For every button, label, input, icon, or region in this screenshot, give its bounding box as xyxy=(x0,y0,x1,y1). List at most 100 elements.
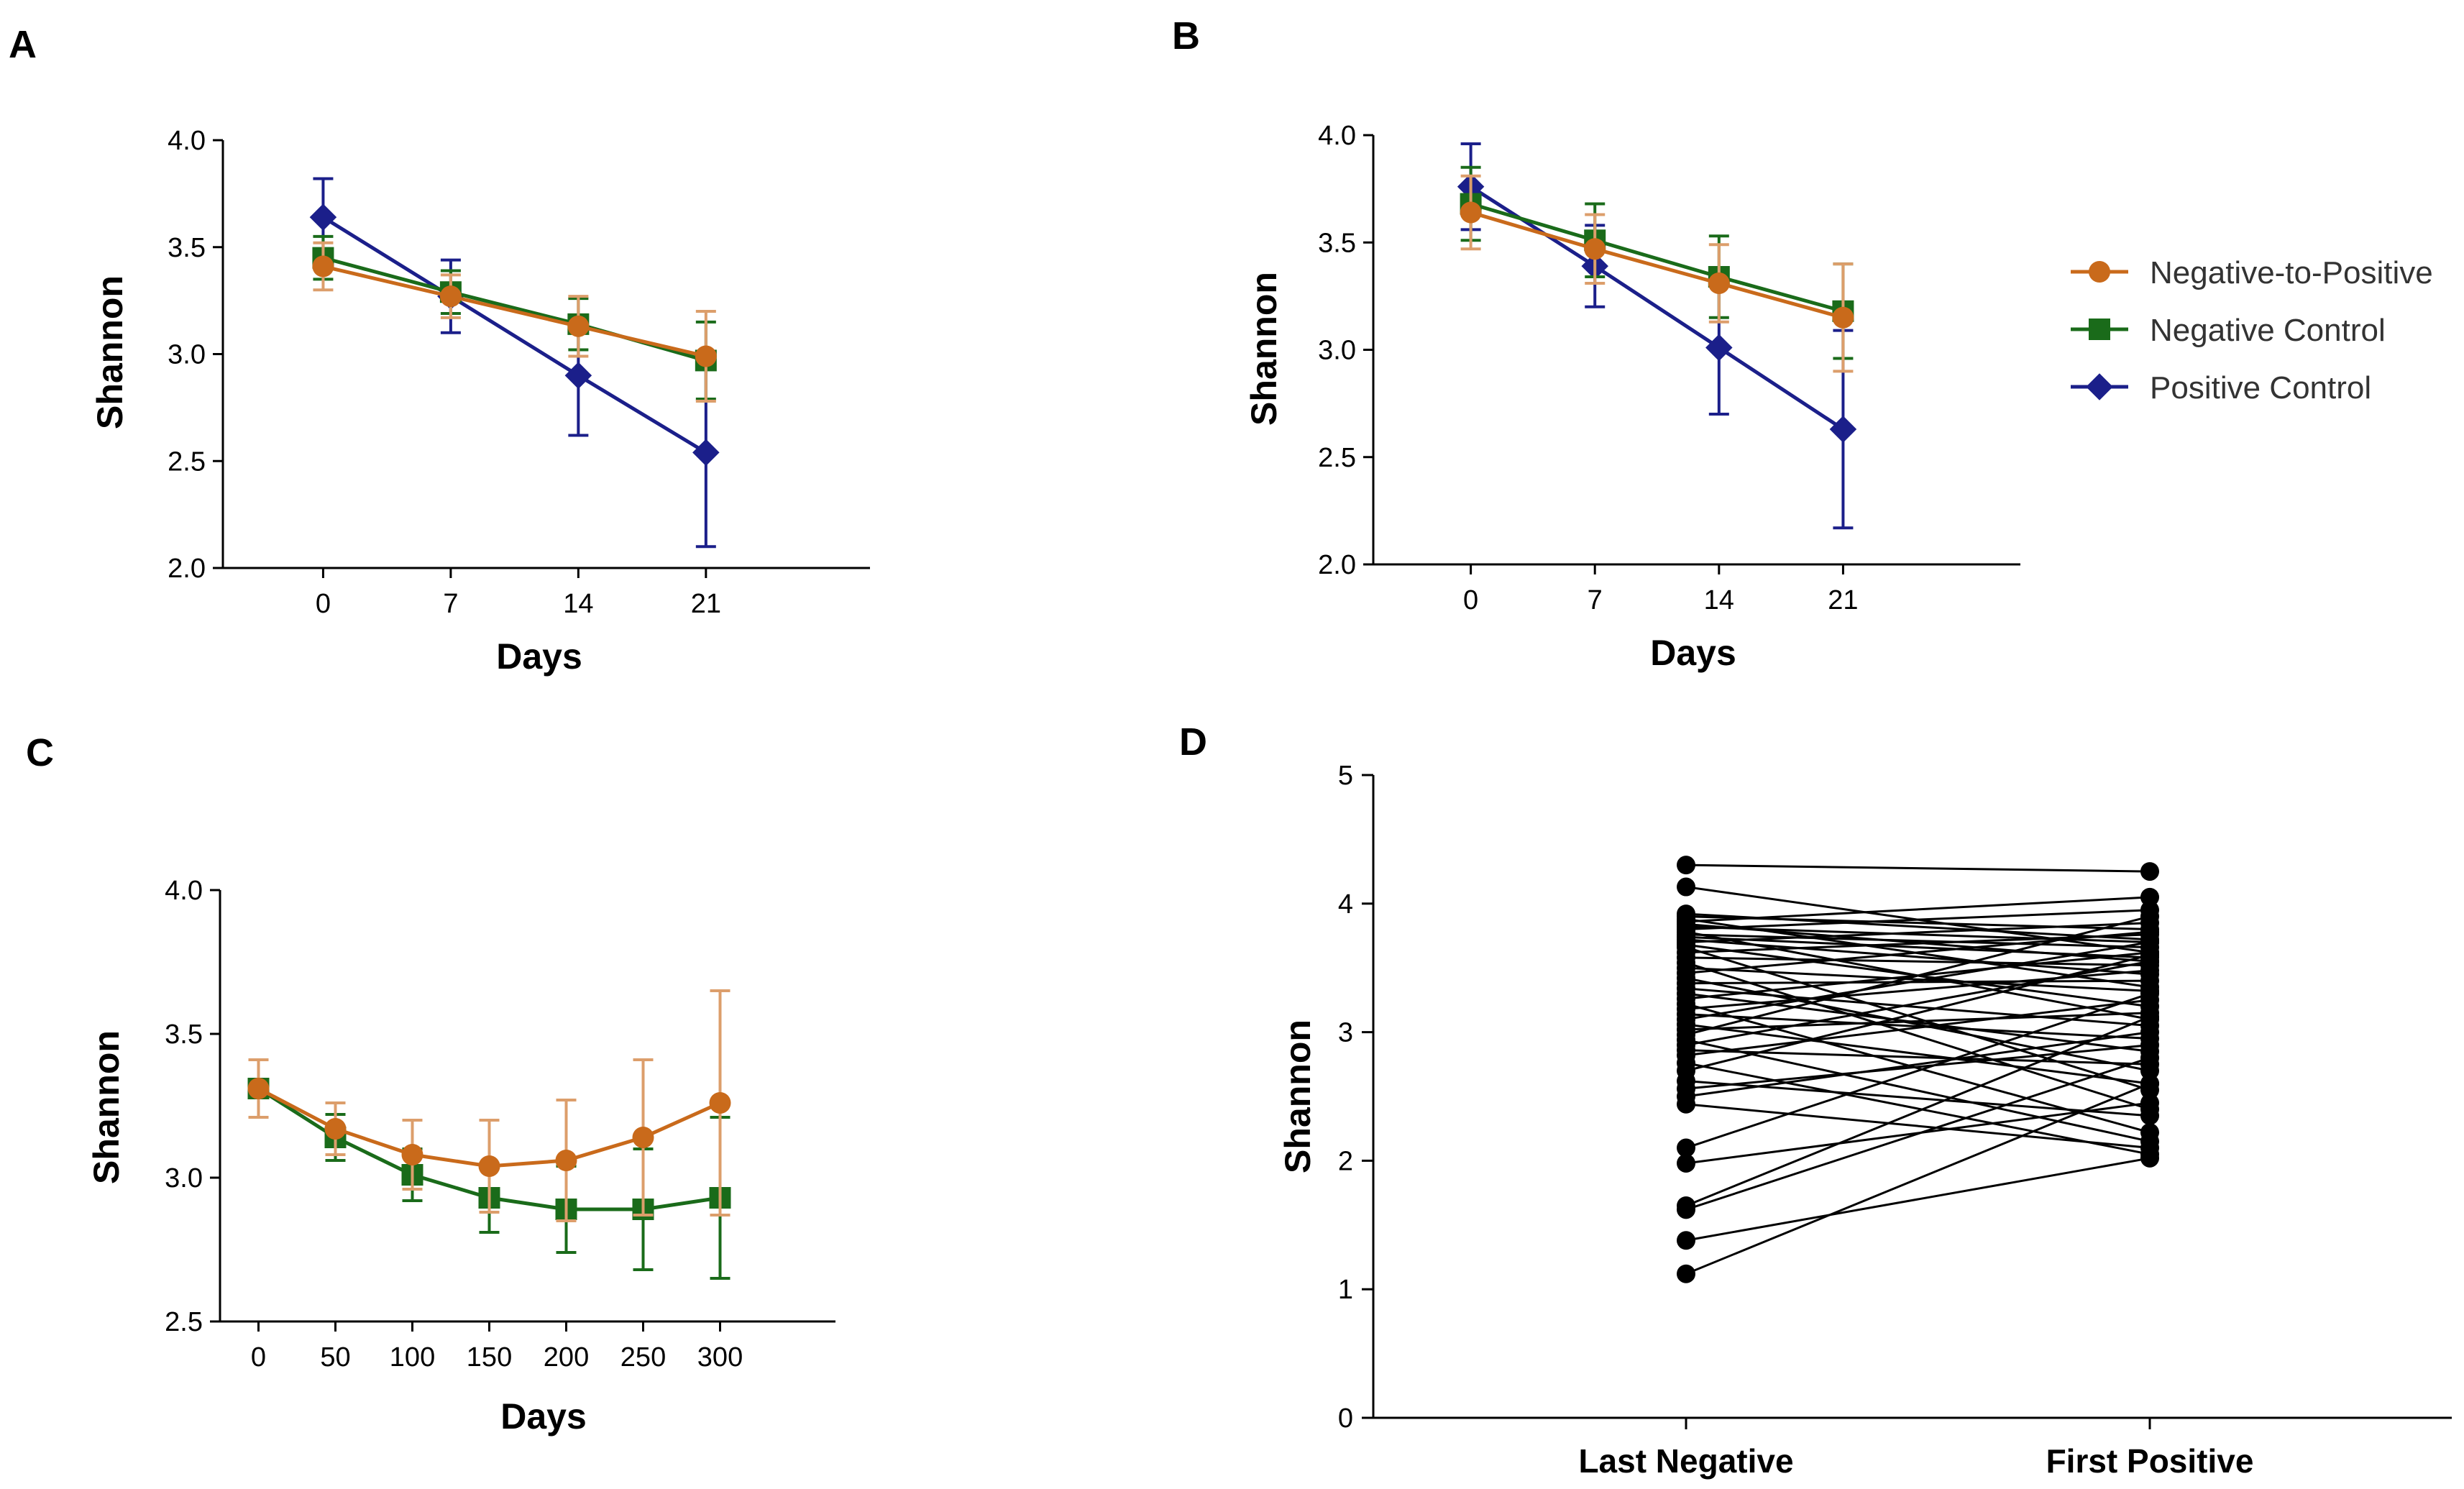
data-point xyxy=(2140,907,2159,926)
y-tick-label: 0 xyxy=(1338,1403,1353,1434)
pair-line xyxy=(1685,1062,2151,1155)
panel-D: D 0 1 2 3 4 5 Last Negative First Positive Shanno… xyxy=(1179,720,2452,1480)
pair-points xyxy=(1677,856,2159,1283)
pair-line xyxy=(1685,953,2151,1072)
x-tick-label: 200 xyxy=(544,1342,589,1373)
data-point xyxy=(2140,984,2159,1003)
panel-label-B: B xyxy=(1172,14,1200,58)
y-tick-label: 2.5 xyxy=(1318,443,1356,473)
data-point xyxy=(1677,1264,1695,1283)
pair-line xyxy=(1685,909,2151,931)
panel-label-C: C xyxy=(26,731,54,774)
data-point xyxy=(2140,1007,2159,1027)
data-point xyxy=(1677,877,1695,897)
x-tick-label: 0 xyxy=(316,589,331,619)
x-tick-label: 0 xyxy=(251,1342,266,1373)
data-point xyxy=(247,1078,270,1099)
data-point xyxy=(2140,945,2159,965)
legend-marker xyxy=(2086,373,2113,400)
pair-line xyxy=(1685,1015,2151,1207)
data-point xyxy=(1584,238,1606,260)
data-point xyxy=(1677,1200,1695,1219)
pair-line xyxy=(1685,1023,2151,1085)
x-tick-label: 100 xyxy=(390,1342,435,1373)
x-tick-label: 14 xyxy=(1704,585,1734,615)
data-point xyxy=(2140,933,2159,952)
series-negative-control xyxy=(312,234,717,400)
y-tick-label: 3 xyxy=(1338,1018,1353,1048)
data-point xyxy=(2140,1022,2159,1042)
x-tick-label: 150 xyxy=(467,1342,512,1373)
data-point xyxy=(1677,1231,1695,1250)
panel-C: C 2.5 3.0 3.5 4.0 0 50 100 150 200 250 300 Days Shann… xyxy=(26,731,835,1437)
x-tick-label: 21 xyxy=(691,589,721,619)
panel-label-A: A xyxy=(9,23,37,66)
data-point xyxy=(2140,887,2159,907)
pair-line xyxy=(1685,1013,2151,1040)
x-tick-label: 50 xyxy=(320,1342,350,1373)
legend-label: Negative-to-Positive xyxy=(2150,255,2433,290)
pair-line xyxy=(1685,1157,2151,1242)
data-point xyxy=(2140,1148,2159,1168)
series-negative-to-positive xyxy=(1460,174,1854,373)
y-axis-title: Shannon xyxy=(90,275,130,429)
pair-line xyxy=(1685,992,2151,1149)
data-point xyxy=(478,1155,500,1177)
pair-line xyxy=(1685,922,2151,943)
pair-line xyxy=(1685,969,2151,1010)
y-axis-title: Shannon xyxy=(1278,1020,1318,1173)
pair-line xyxy=(1685,863,2151,873)
pair-lines xyxy=(1685,863,2151,1275)
data-point xyxy=(2140,1074,2159,1094)
y-tick-label: 2 xyxy=(1338,1146,1353,1176)
y-tick-label: 3.0 xyxy=(1318,336,1356,366)
y-tick-label: 2.0 xyxy=(168,554,206,584)
x-tick-label: 300 xyxy=(697,1342,743,1373)
series-positive-control xyxy=(309,177,720,549)
series-line xyxy=(1470,202,1844,313)
series-negative-to-positive xyxy=(247,989,731,1222)
y-tick-label: 3.0 xyxy=(168,340,206,370)
data-point xyxy=(632,1127,654,1148)
data-point xyxy=(564,362,592,389)
y-tick-label: 4.0 xyxy=(1318,121,1356,151)
data-point xyxy=(692,439,720,467)
data-point xyxy=(1829,416,1857,443)
pair-line xyxy=(1685,999,2151,1057)
panel-A: A 2.0 2.5 3.0 3.5 4.0 0 7 14 21 Days Shannon xyxy=(9,23,870,677)
data-point xyxy=(312,255,334,278)
series-negative-to-positive xyxy=(312,241,717,403)
data-point xyxy=(567,315,590,337)
data-point xyxy=(2140,1093,2159,1112)
pair-line xyxy=(1685,961,2151,1111)
pair-line xyxy=(1685,930,2151,974)
pair-line xyxy=(1685,933,2151,954)
x-tick-label: 14 xyxy=(563,589,593,619)
data-point xyxy=(1677,1153,1695,1173)
data-point xyxy=(439,285,462,308)
data-point xyxy=(709,1092,731,1114)
series-line xyxy=(322,265,707,358)
data-point xyxy=(2140,1106,2159,1125)
data-point xyxy=(555,1150,577,1171)
y-tick-label: 1 xyxy=(1338,1275,1353,1305)
y-tick-label: 5 xyxy=(1338,761,1353,791)
y-tick-label: 3.5 xyxy=(165,1020,203,1050)
y-tick-label: 2.5 xyxy=(165,1307,203,1337)
x-axis-title: Days xyxy=(496,636,582,677)
pair-line xyxy=(1685,938,2151,976)
x-category-label: First Positive xyxy=(2046,1442,2254,1480)
pair-line xyxy=(1685,1043,2151,1090)
x-tick-label: 7 xyxy=(1588,585,1603,615)
legend-label: Negative Control xyxy=(2150,313,2386,348)
series-line xyxy=(1470,211,1844,320)
data-point xyxy=(2140,1048,2159,1068)
pair-line xyxy=(1685,915,2151,1036)
data-point xyxy=(1460,201,1482,224)
x-axis-title: Days xyxy=(500,1396,587,1437)
pair-line xyxy=(1685,956,2151,967)
series-negative-control xyxy=(1460,165,1854,360)
y-tick-label: 4.0 xyxy=(168,126,206,156)
x-category-label: Last Negative xyxy=(1578,1442,1793,1480)
series-positive-control xyxy=(1457,142,1857,530)
